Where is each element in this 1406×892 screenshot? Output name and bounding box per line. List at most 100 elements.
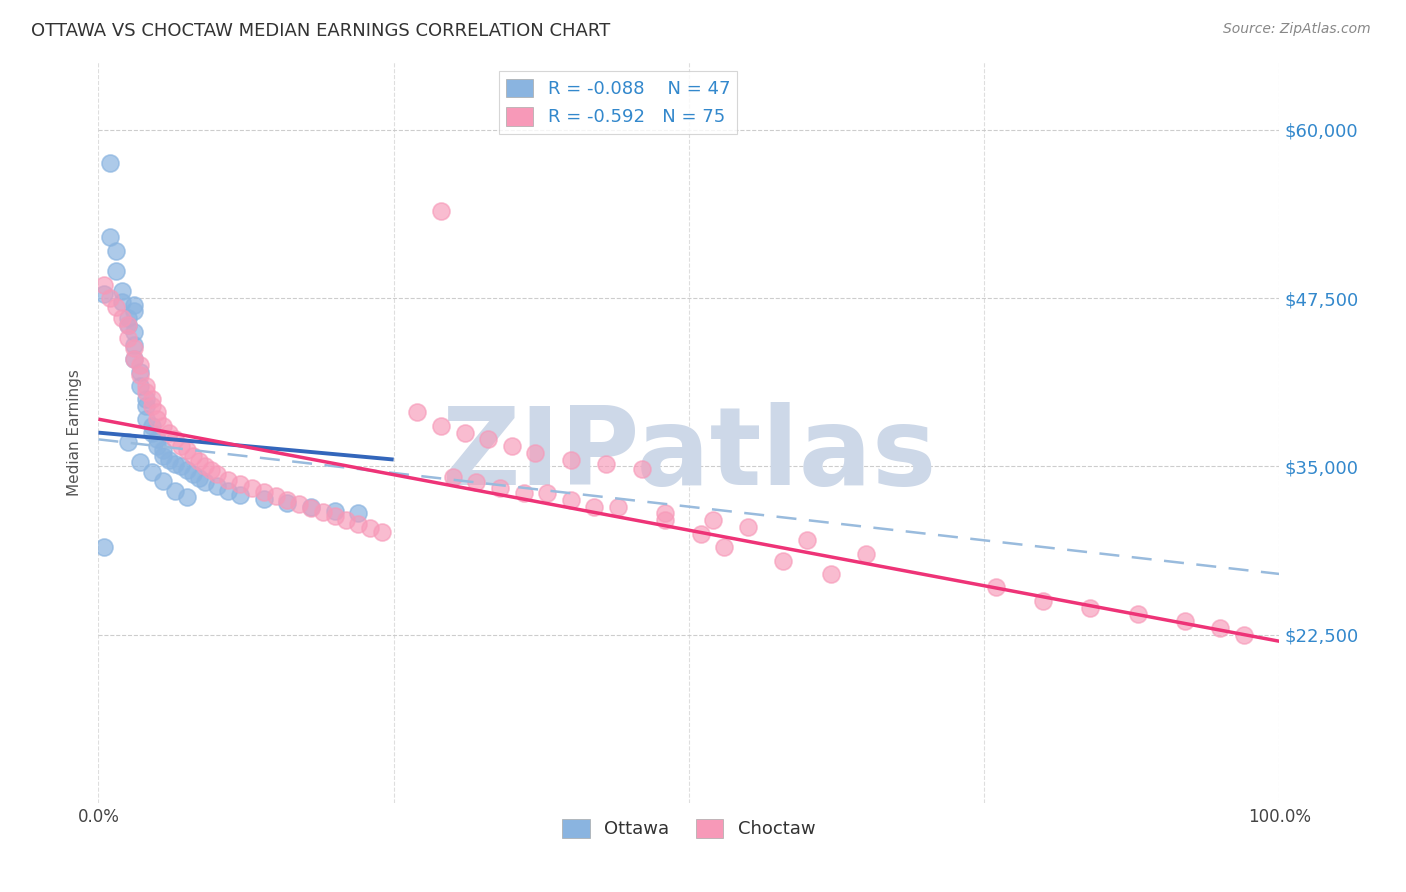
Point bbox=[595, 457, 617, 471]
Point bbox=[654, 507, 676, 521]
Point bbox=[276, 492, 298, 507]
Point bbox=[713, 540, 735, 554]
Point bbox=[1032, 594, 1054, 608]
Point bbox=[796, 533, 818, 548]
Point bbox=[128, 368, 150, 382]
Point bbox=[1233, 627, 1256, 641]
Point bbox=[165, 433, 187, 447]
Point bbox=[176, 443, 198, 458]
Point bbox=[146, 439, 169, 453]
Point bbox=[1080, 600, 1102, 615]
Point bbox=[477, 433, 499, 447]
Point bbox=[128, 378, 150, 392]
Y-axis label: Median Earnings: Median Earnings bbox=[67, 369, 83, 496]
Point bbox=[128, 455, 150, 469]
Point bbox=[323, 509, 346, 524]
Point bbox=[465, 475, 488, 490]
Point bbox=[98, 230, 121, 244]
Point bbox=[607, 500, 630, 514]
Point bbox=[141, 418, 163, 433]
Point bbox=[122, 351, 145, 366]
Point bbox=[135, 385, 157, 400]
Point bbox=[630, 462, 652, 476]
Point bbox=[176, 490, 198, 504]
Point bbox=[117, 331, 139, 345]
Point bbox=[165, 483, 187, 498]
Point bbox=[135, 399, 157, 413]
Point bbox=[141, 399, 163, 413]
Point bbox=[689, 526, 711, 541]
Text: ZIPatlas: ZIPatlas bbox=[441, 401, 936, 508]
Point bbox=[347, 517, 370, 532]
Point bbox=[229, 476, 252, 491]
Point bbox=[146, 405, 169, 419]
Point bbox=[205, 479, 228, 493]
Point bbox=[152, 449, 174, 463]
Point bbox=[512, 486, 534, 500]
Point bbox=[122, 338, 145, 352]
Point bbox=[152, 418, 174, 433]
Point bbox=[323, 504, 346, 518]
Point bbox=[524, 446, 547, 460]
Point bbox=[141, 465, 163, 479]
Point bbox=[152, 443, 174, 458]
Point bbox=[128, 365, 150, 379]
Point bbox=[93, 277, 115, 292]
Point bbox=[146, 412, 169, 426]
Point bbox=[170, 439, 193, 453]
Point bbox=[702, 513, 724, 527]
Point bbox=[453, 425, 475, 440]
Point bbox=[253, 491, 276, 506]
Point bbox=[135, 412, 157, 426]
Point bbox=[264, 489, 287, 503]
Point bbox=[560, 492, 582, 507]
Point bbox=[205, 467, 228, 482]
Point bbox=[194, 459, 217, 474]
Point bbox=[117, 311, 139, 326]
Point bbox=[654, 513, 676, 527]
Point bbox=[194, 475, 217, 490]
Point bbox=[135, 392, 157, 406]
Point bbox=[359, 521, 381, 535]
Point bbox=[181, 467, 204, 482]
Point bbox=[111, 295, 134, 310]
Point bbox=[299, 501, 322, 516]
Legend: Ottawa, Choctaw: Ottawa, Choctaw bbox=[555, 812, 823, 846]
Point bbox=[187, 471, 209, 485]
Point bbox=[347, 507, 370, 521]
Point bbox=[146, 433, 169, 447]
Point bbox=[122, 351, 145, 366]
Point bbox=[111, 311, 134, 326]
Point bbox=[406, 405, 429, 419]
Point bbox=[430, 203, 453, 218]
Point bbox=[128, 359, 150, 373]
Point bbox=[1174, 614, 1197, 628]
Point bbox=[335, 513, 357, 527]
Point bbox=[98, 291, 121, 305]
Point bbox=[371, 525, 394, 540]
Point bbox=[229, 487, 252, 501]
Point bbox=[152, 474, 174, 488]
Point bbox=[441, 470, 464, 484]
Point bbox=[105, 301, 128, 315]
Point bbox=[217, 483, 239, 498]
Point bbox=[737, 520, 759, 534]
Point bbox=[288, 497, 311, 511]
Point bbox=[560, 452, 582, 467]
Point bbox=[165, 457, 187, 471]
Point bbox=[93, 540, 115, 554]
Point bbox=[200, 463, 222, 477]
Point bbox=[122, 304, 145, 318]
Point bbox=[176, 463, 198, 477]
Point bbox=[111, 285, 134, 299]
Point bbox=[1126, 607, 1149, 622]
Point bbox=[772, 553, 794, 567]
Point bbox=[489, 481, 512, 495]
Point bbox=[855, 547, 877, 561]
Point bbox=[141, 425, 163, 440]
Point bbox=[181, 449, 204, 463]
Point bbox=[122, 298, 145, 312]
Point bbox=[217, 473, 239, 487]
Point bbox=[536, 486, 558, 500]
Point bbox=[820, 566, 842, 581]
